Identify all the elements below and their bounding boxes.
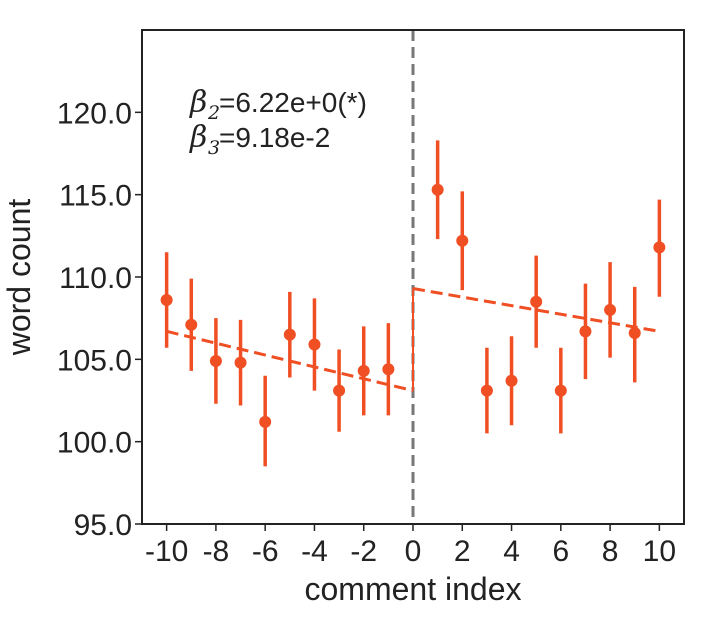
data-point (357, 364, 370, 377)
y-tick-label: 120.0 (57, 97, 132, 130)
y-tick-label: 110.0 (59, 262, 132, 295)
data-point (283, 328, 296, 341)
data-point (480, 384, 493, 397)
fit-line-2 (412, 287, 660, 333)
data-point (234, 356, 247, 369)
beta-symbol: β (189, 120, 207, 155)
data-point (259, 415, 272, 428)
beta-subscript: 2 (207, 102, 220, 124)
x-tick-label: 8 (602, 535, 619, 568)
data-point (431, 183, 444, 196)
data-point (308, 338, 321, 351)
beta-value: =6.22e+0(*) (219, 87, 367, 118)
beta-symbol: β (189, 85, 207, 120)
y-tick-label: 100.0 (57, 427, 132, 460)
data-point (604, 303, 617, 316)
data-point (185, 318, 198, 331)
ticks-layer: -10 -8 -6 -4 -2 0 2 4 6 8 1095.0100.0105.0110.0115… (57, 97, 676, 568)
beta-subscript: 3 (208, 137, 220, 159)
data-point (333, 384, 346, 397)
data-point (653, 241, 666, 254)
data-point (530, 295, 543, 308)
x-tick-label: 6 (552, 535, 569, 568)
x-tick-label: 4 (503, 535, 520, 568)
x-axis-label: comment index (305, 571, 522, 607)
marks-layer (160, 30, 666, 524)
x-tick-label: 0 (405, 535, 422, 568)
beta-value: =9.18e-2 (219, 122, 330, 153)
y-axis-label: word count (1, 199, 37, 357)
x-tick-label: -2 (350, 535, 377, 568)
data-point (382, 363, 395, 376)
x-tick-label: 10 (643, 535, 676, 568)
data-point (456, 234, 469, 247)
y-tick-label: 105.0 (57, 344, 132, 377)
x-tick-label: -8 (203, 535, 230, 568)
data-point (554, 384, 567, 397)
data-point (505, 374, 518, 387)
x-tick-label: -10 (145, 535, 188, 568)
data-point (628, 326, 641, 339)
data-point (209, 354, 222, 367)
x-tick-label: 2 (454, 535, 471, 568)
data-point (160, 294, 173, 307)
x-tick-label: -4 (301, 535, 328, 568)
y-tick-label: 95.0 (74, 509, 132, 542)
data-point (579, 325, 592, 338)
y-tick-label: 115.0 (59, 180, 132, 213)
x-tick-label: -6 (252, 535, 279, 568)
